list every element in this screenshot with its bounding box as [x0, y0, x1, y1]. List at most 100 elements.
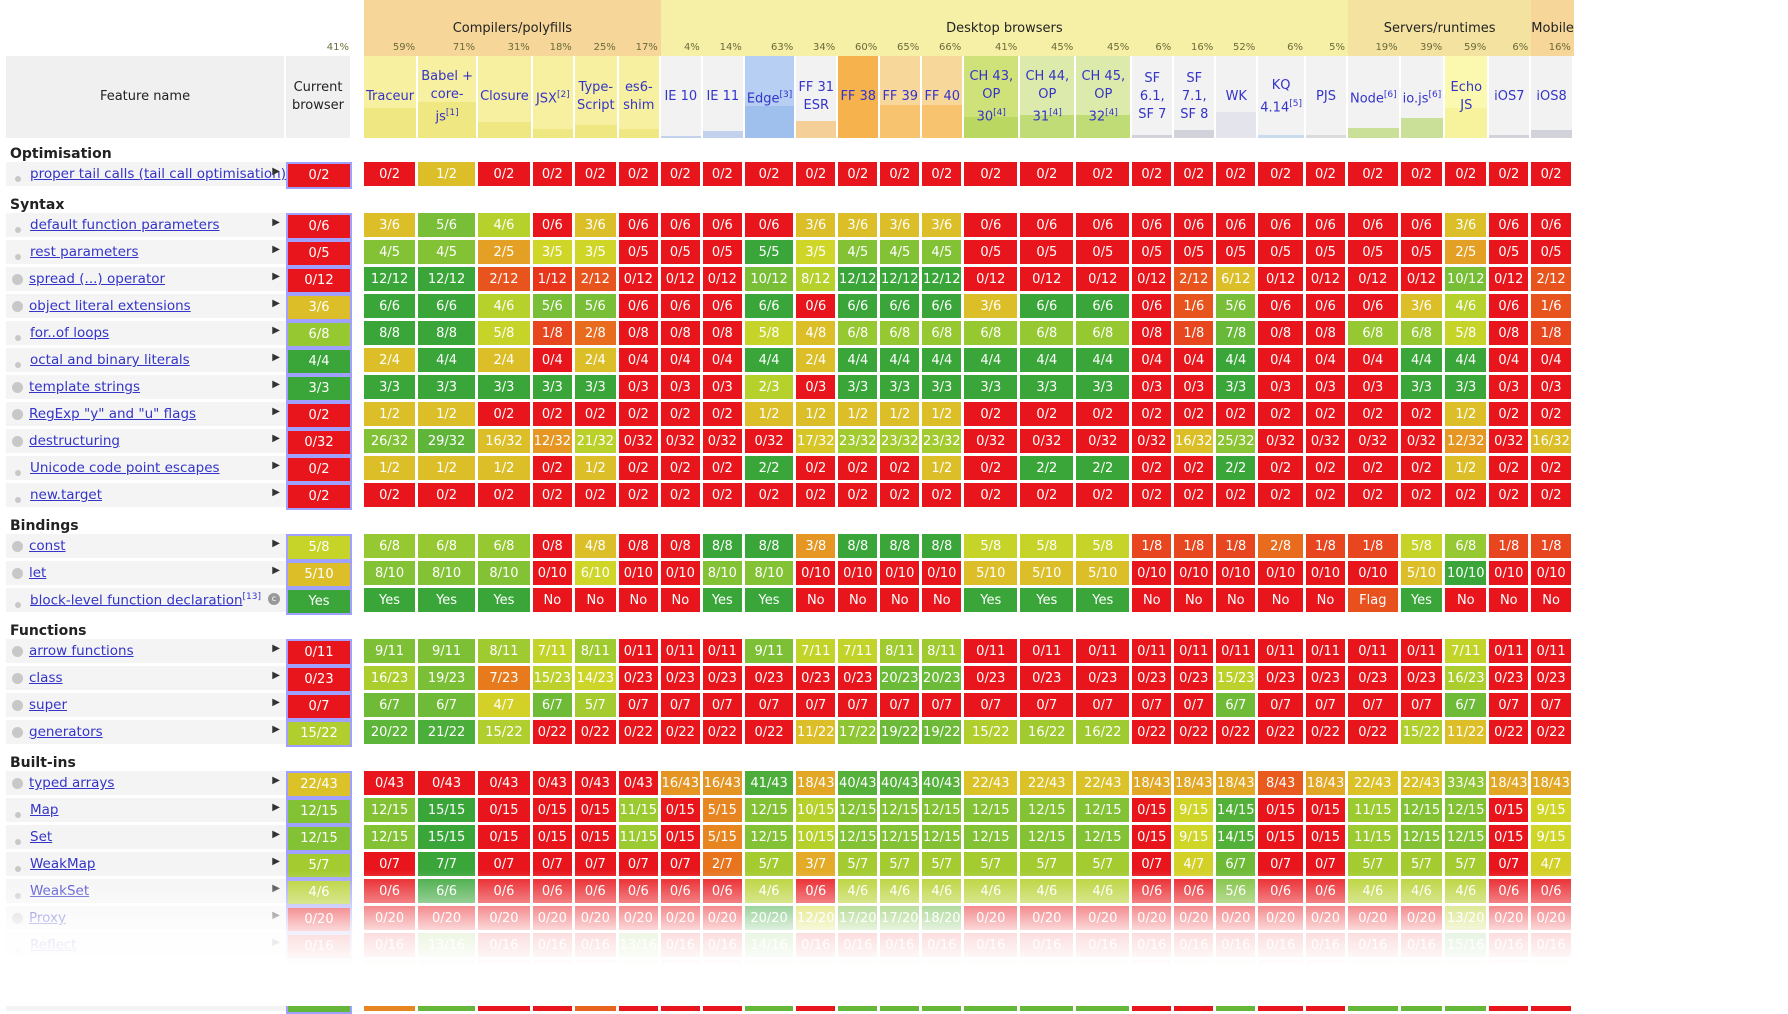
feature-link[interactable]: generators	[29, 724, 103, 740]
column-name[interactable]: Type-Script	[576, 80, 615, 113]
column-header-ff-38[interactable]: FF 38	[838, 56, 881, 138]
column-header-node[interactable]: Node[6]	[1347, 56, 1401, 138]
column-footnote[interactable]: [3]	[779, 89, 793, 100]
feature-link[interactable]: rest parameters	[30, 244, 139, 260]
expand-triangle-icon[interactable]: ▶	[272, 460, 280, 471]
column-header-jsx[interactable]: JSX[2]	[532, 56, 575, 138]
feature-link[interactable]: object literal extensions	[29, 298, 191, 314]
column-header-ios8[interactable]: iOS8	[1531, 56, 1574, 138]
expand-triangle-icon[interactable]: ▶	[272, 271, 280, 282]
column-name[interactable]: Traceur	[366, 89, 415, 104]
column-name[interactable]: FF 31 ESR	[798, 80, 835, 113]
feature-link[interactable]: super	[29, 697, 68, 713]
feature-link[interactable]: const	[29, 538, 66, 554]
expand-triangle-icon[interactable]: ▶	[272, 643, 280, 654]
feature-link[interactable]: arrow functions	[29, 643, 134, 659]
column-name[interactable]: io.js	[1402, 91, 1429, 107]
column-name[interactable]: KQ 4.14	[1260, 77, 1291, 116]
feature-name-cell[interactable]: WeakMap ▶	[6, 852, 286, 879]
expand-triangle-icon[interactable]: ▶	[272, 166, 280, 177]
column-header-babel-core-js[interactable]: Babel + core-js[1]	[418, 56, 479, 138]
feature-name-cell[interactable]: RegExp "y" and "u" flags ▶	[6, 402, 286, 429]
column-header-kq-4-14[interactable]: KQ 4.14[5]	[1258, 56, 1306, 138]
feature-name-cell[interactable]: class ▶	[6, 666, 286, 693]
column-name[interactable]: Babel + core-js	[421, 68, 473, 125]
column-footnote[interactable]: [2]	[556, 89, 570, 100]
expand-triangle-icon[interactable]: ▶	[272, 802, 280, 813]
column-name[interactable]: SF 7.1, SF 8	[1180, 71, 1209, 122]
column-header-ie-11[interactable]: IE 11	[702, 56, 745, 138]
expand-triangle-icon[interactable]: ▶	[272, 856, 280, 867]
feature-name-cell[interactable]: Unicode code point escapes ▶	[6, 456, 286, 483]
feature-link[interactable]: WeakSet	[30, 883, 90, 899]
feature-link[interactable]: octal and binary literals	[30, 352, 190, 368]
expand-triangle-icon[interactable]: ▶	[272, 538, 280, 549]
feature-link[interactable]: Reflect	[30, 937, 77, 953]
feature-name-cell[interactable]: const ▶	[6, 534, 286, 561]
column-header-ie-10[interactable]: IE 10	[660, 56, 703, 138]
feature-link[interactable]: WeakMap	[30, 856, 96, 872]
column-name[interactable]: Edge	[746, 91, 780, 107]
feature-link[interactable]: block-level function declaration	[30, 592, 243, 609]
feature-name-cell[interactable]: proper tail calls (tail call optimisatio…	[6, 162, 286, 189]
expand-triangle-icon[interactable]: ▶	[272, 565, 280, 576]
column-header-type-script[interactable]: Type-Script	[574, 56, 619, 138]
expand-triangle-icon[interactable]: ▶	[272, 217, 280, 228]
expand-triangle-icon[interactable]: ▶	[272, 244, 280, 255]
feature-link[interactable]: Map	[30, 802, 59, 818]
expand-triangle-icon[interactable]: ▶	[272, 991, 280, 1002]
column-name[interactable]: FF 40	[924, 89, 961, 104]
expand-triangle-icon[interactable]: ▶	[272, 670, 280, 681]
feature-name-cell[interactable]: super ▶	[6, 693, 286, 720]
column-header-echo-js[interactable]: Echo JS	[1445, 56, 1490, 138]
feature-link[interactable]: let	[29, 565, 47, 581]
expand-triangle-icon[interactable]: ▶	[272, 937, 280, 948]
feature-name-cell[interactable]: new.target ▶	[6, 483, 286, 510]
column-footnote[interactable]: [6]	[1383, 89, 1397, 100]
feature-link[interactable]: Unicode code point escapes	[30, 460, 220, 476]
column-header-ch-45-op-32[interactable]: CH 45, OP 32[4]	[1076, 56, 1133, 138]
expand-triangle-icon[interactable]: ▶	[272, 724, 280, 735]
feature-link[interactable]: RegExp "y" and "u" flags	[29, 406, 197, 422]
column-header-sf-7-1-sf-8[interactable]: SF 7.1, SF 8	[1174, 56, 1217, 138]
column-header-ch-44-op-31[interactable]: CH 44, OP 31[4]	[1020, 56, 1077, 138]
column-header-sf-6-1-sf-7[interactable]: SF 6.1, SF 7	[1132, 56, 1175, 138]
feature-name-cell[interactable]: generators ▶	[6, 720, 286, 747]
column-name[interactable]: WK	[1225, 89, 1247, 104]
feature-link[interactable]: for..of loops	[30, 325, 110, 341]
feature-name-cell[interactable]: arrow functions ▶	[6, 639, 286, 666]
feature-link[interactable]: proper tail calls (tail call optimisatio…	[30, 166, 286, 182]
column-footnote[interactable]: [4]	[1049, 107, 1062, 118]
feature-link[interactable]: new.target	[30, 487, 103, 503]
expand-triangle-icon[interactable]: ▶	[272, 433, 280, 444]
column-name[interactable]: Echo JS	[1450, 80, 1483, 113]
column-name[interactable]: iOS8	[1536, 89, 1567, 104]
feature-link[interactable]: template strings	[29, 379, 141, 395]
column-header-ch-43-op-30[interactable]: CH 43, OP 30[4]	[964, 56, 1021, 138]
feature-name-cell[interactable]: rest parameters ▶	[6, 240, 286, 267]
column-header-pjs[interactable]: PJS	[1305, 56, 1348, 138]
column-header-ff-39[interactable]: FF 39	[880, 56, 923, 138]
feature-link[interactable]: default function parameters	[30, 217, 220, 233]
expand-triangle-icon[interactable]: ▶	[272, 829, 280, 840]
feature-name-cell[interactable]: Symbol ▶	[6, 987, 286, 1014]
column-header-traceur[interactable]: Traceur	[364, 56, 419, 138]
feature-name-cell[interactable]: block-level function declaration[13] c	[6, 588, 286, 615]
feature-link[interactable]: destructuring	[29, 433, 121, 449]
column-name[interactable]: Closure	[480, 89, 529, 104]
column-name[interactable]: SF 6.1, SF 7	[1138, 71, 1167, 122]
column-name[interactable]: FF 38	[840, 89, 877, 104]
feature-name-cell[interactable]: spread (...) operator ▶	[6, 267, 286, 294]
column-header-ff-40[interactable]: FF 40	[922, 56, 965, 138]
feature-link[interactable]: Set	[30, 829, 53, 845]
expand-triangle-icon[interactable]: ▶	[272, 697, 280, 708]
feature-link[interactable]: Proxy	[29, 910, 66, 926]
column-header-ios7[interactable]: iOS7	[1489, 56, 1532, 138]
column-name[interactable]: IE 11	[706, 89, 740, 104]
column-name[interactable]: CH 44, OP 31	[1025, 68, 1070, 125]
expand-triangle-icon[interactable]: ▶	[272, 298, 280, 309]
column-name[interactable]: CH 43, OP 30	[969, 68, 1014, 125]
feature-link[interactable]: Symbol	[29, 991, 80, 1007]
feature-name-cell[interactable]: WeakSet ▶	[6, 879, 286, 906]
expand-triangle-icon[interactable]: ▶	[272, 325, 280, 336]
